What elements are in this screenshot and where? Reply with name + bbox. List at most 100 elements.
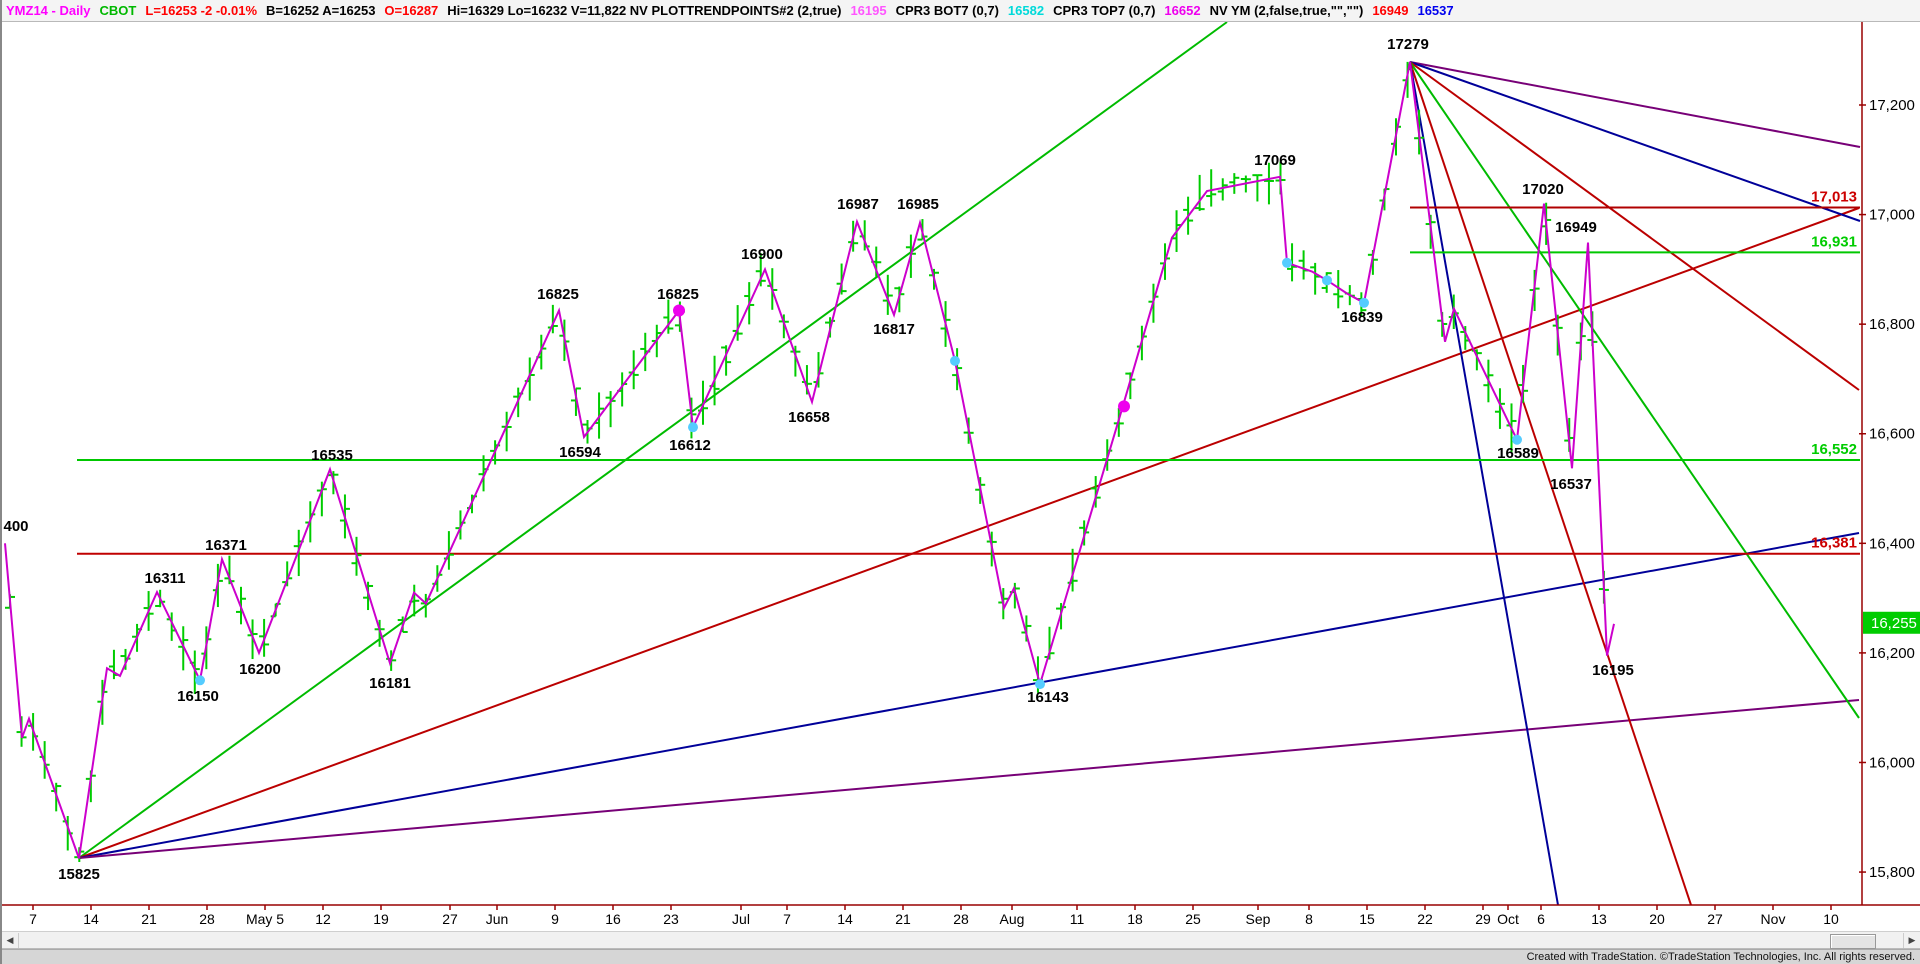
- trendpoint-dot: [950, 355, 960, 366]
- swing-label: 16143: [1027, 689, 1069, 706]
- trendline-green: [78, 21, 1228, 859]
- x-tick-label: Aug: [1000, 911, 1025, 927]
- swing-label: 16612: [669, 437, 711, 454]
- trendline-blue: [78, 532, 1860, 859]
- swing-labels: 400 15825 16311 16371 16150 16200 16535 16181 16…: [3, 36, 1633, 883]
- price-chart[interactable]: 7 14 21 28 May 5 12 19 27 Jun 9 16 23 Jul 7 14 21 28 Aug 1…: [2, 0, 1920, 931]
- x-tick-label: Jul: [732, 911, 750, 927]
- x-tick-label: 23: [663, 911, 679, 927]
- x-tick-label: 12: [315, 911, 331, 927]
- trendpoint-dot: [1322, 275, 1332, 286]
- trendline-red: [1409, 61, 1860, 391]
- x-tick-label: 13: [1591, 911, 1607, 927]
- trendpoint-dot: [1512, 434, 1522, 445]
- x-tick-label: 28: [953, 911, 969, 927]
- status-exchange: CBOT: [99, 3, 137, 18]
- x-tick-label: 11: [1070, 911, 1085, 927]
- swing-label: 16589: [1497, 445, 1539, 462]
- horizontal-scrollbar[interactable]: ◀ ▶: [2, 931, 1920, 949]
- x-tick-label: Sep: [1246, 911, 1271, 927]
- x-tick-label: 22: [1417, 911, 1433, 927]
- last-price-box: [1863, 611, 1920, 634]
- y-tick-label: 17,200: [1869, 97, 1915, 114]
- swing-label: 17069: [1254, 152, 1296, 169]
- swing-label: 16658: [788, 409, 830, 426]
- scrollbar-thumb[interactable]: [1830, 934, 1876, 949]
- x-tick-label: 10: [1823, 911, 1839, 927]
- swing-label: 16535: [311, 447, 353, 464]
- trendline-red: [78, 207, 1860, 859]
- attribution-bar: Created with TradeStation. ©TradeStation…: [2, 949, 1920, 964]
- trendline-blue: [1409, 61, 1861, 222]
- swing-label: 16839: [1341, 309, 1383, 326]
- x-tick-label: 9: [551, 911, 559, 927]
- trendline-green: [1409, 61, 1860, 719]
- x-tick-label: 20: [1649, 911, 1665, 927]
- swing-label: 16181: [369, 675, 411, 692]
- status-trendpoint-value: 16195: [850, 3, 887, 18]
- x-tick-label: May 5: [246, 911, 284, 927]
- trendpoint-dot: [1118, 400, 1130, 413]
- trendpoint-dot: [195, 675, 205, 686]
- swing-label: 16195: [1592, 662, 1634, 679]
- trendline-purple: [78, 699, 1860, 859]
- status-bid-ask: B=16252 A=16253: [266, 3, 376, 18]
- y-tick-label: 16,400: [1869, 535, 1915, 552]
- swing-label: 17279: [1387, 36, 1429, 53]
- x-tick-label: 8: [1305, 911, 1313, 927]
- status-cpr3-top7-value: 16652: [1164, 3, 1201, 18]
- trendpoint-dot: [1035, 679, 1045, 690]
- trendpoint-dots: [195, 257, 1522, 690]
- swing-label: 15825: [58, 866, 100, 883]
- y-tick-label: 16,800: [1869, 316, 1915, 333]
- trendpoint-dot: [1359, 297, 1369, 308]
- trendline-steep-red: [1409, 61, 1692, 906]
- status-symbol-interval: YMZ14 - Daily: [6, 3, 91, 18]
- x-tick-label: Jun: [486, 911, 509, 927]
- x-tick-label: 7: [783, 911, 791, 927]
- x-tick-label: 16: [605, 911, 621, 927]
- status-cpr3-top7: CPR3 TOP7 (0,7): [1053, 3, 1156, 18]
- level-label: 16,552: [1811, 441, 1857, 458]
- trendline-steep-blue: [1409, 61, 1559, 906]
- scroll-left-icon[interactable]: ◀: [2, 933, 19, 948]
- last-price-label: 16,255: [1871, 615, 1917, 632]
- gann-fan-from-low: [78, 21, 1860, 859]
- y-tick-label: 16,200: [1869, 645, 1915, 662]
- x-tick-label: 15: [1359, 911, 1375, 927]
- y-axis-ticks: 17,200 17,000 16,800 16,600 16,400 16,200 16,0…: [1859, 97, 1915, 881]
- status-cpr3-bot7: CPR3 BOT7 (0,7): [895, 3, 999, 18]
- swing-label: 16200: [239, 661, 281, 678]
- trendpoint-zigzag-line: [4, 61, 1615, 859]
- swing-label: 16150: [177, 688, 219, 705]
- y-tick-label: 16,000: [1869, 754, 1915, 771]
- swing-label: 16371: [205, 537, 247, 554]
- x-tick-label: 18: [1127, 911, 1143, 927]
- y-tick-label: 17,000: [1869, 207, 1915, 224]
- x-tick-label: 6: [1537, 911, 1545, 927]
- x-tick-label: 27: [1707, 911, 1723, 927]
- swing-label: 16900: [741, 246, 783, 263]
- level-label: 17,013: [1811, 188, 1857, 205]
- status-open: O=16287: [384, 3, 439, 18]
- swing-label: 16594: [559, 444, 601, 461]
- status-ym-value-2: 16537: [1417, 3, 1454, 18]
- x-tick-label: 21: [141, 911, 157, 927]
- y-tick-label: 16,600: [1869, 426, 1915, 443]
- swing-label: 16985: [897, 196, 939, 213]
- scroll-right-icon[interactable]: ▶: [1903, 933, 1920, 948]
- swing-label: 16825: [537, 286, 579, 303]
- x-tick-label: 21: [895, 911, 911, 927]
- status-last-change: L=16253 -2 -0.01%: [145, 3, 258, 18]
- x-tick-label: 19: [373, 911, 389, 927]
- swing-label: 16987: [837, 196, 879, 213]
- price-bars: [5, 61, 1609, 862]
- status-cpr3-bot7-value: 16582: [1007, 3, 1045, 18]
- x-tick-label: 7: [29, 911, 37, 927]
- gann-fan-from-high: [1409, 61, 1861, 906]
- x-tick-label: 14: [83, 911, 99, 927]
- trendline-purple: [1409, 61, 1861, 148]
- swing-label: 16949: [1555, 219, 1597, 236]
- attribution-text: Created with TradeStation. ©TradeStation…: [1526, 951, 1915, 963]
- x-tick-label: 27: [442, 911, 458, 927]
